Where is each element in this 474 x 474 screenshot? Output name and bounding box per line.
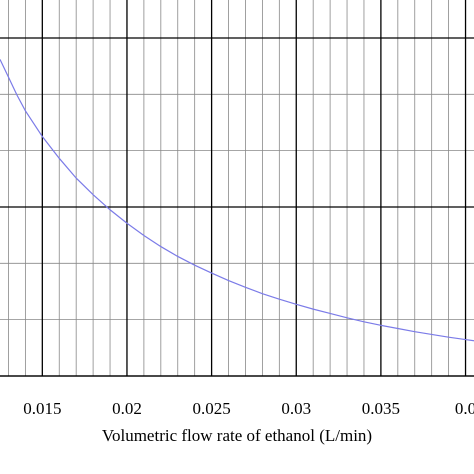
- x-tick-label: 0.03: [281, 399, 311, 418]
- x-axis-tick-labels: 0.015 0.02 0.025 0.03 0.035 0.0: [23, 399, 474, 418]
- x-tick-label: 0.015: [23, 399, 61, 418]
- series-line-0: [0, 59, 474, 342]
- x-tick-label: 0.025: [192, 399, 230, 418]
- minor-gridlines: [0, 0, 474, 376]
- x-tick-label: 0.02: [112, 399, 142, 418]
- major-gridlines: [0, 0, 474, 377]
- x-tick-label: 0.035: [362, 399, 400, 418]
- plot-series: [0, 59, 474, 342]
- x-tick-label: 0.0: [455, 399, 474, 418]
- x-axis-label: Volumetric flow rate of ethanol (L/min): [102, 426, 372, 445]
